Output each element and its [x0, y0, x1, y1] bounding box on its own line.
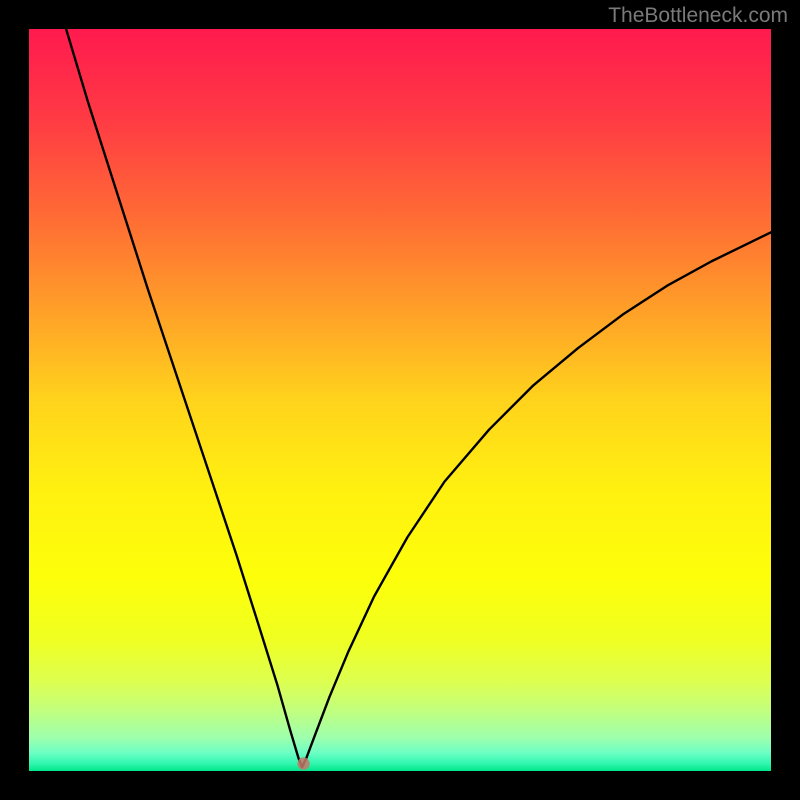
chart-svg — [29, 29, 771, 771]
watermark-text: TheBottleneck.com — [608, 4, 788, 28]
figure-container: TheBottleneck.com — [0, 0, 800, 800]
minimum-marker — [297, 757, 309, 769]
gradient-background — [29, 29, 771, 771]
plot-area — [29, 29, 771, 771]
